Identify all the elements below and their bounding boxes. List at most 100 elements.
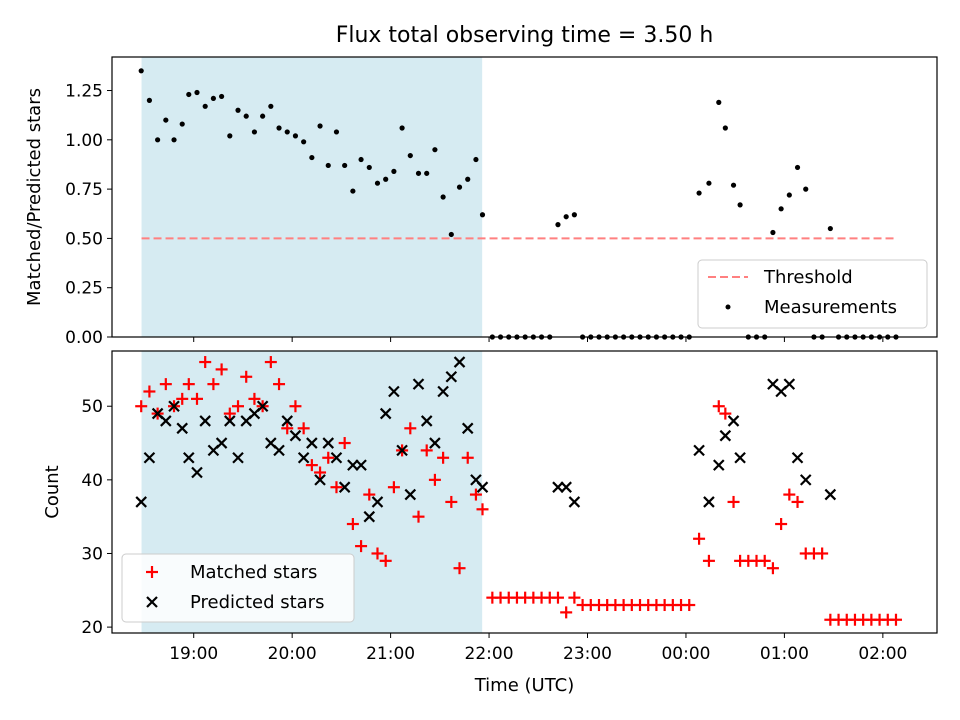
predicted-star-point (429, 437, 441, 449)
matched-star-point (143, 385, 156, 398)
measurement-point (722, 125, 728, 131)
predicted-star-marker-b (215, 437, 228, 449)
measurement-point (186, 91, 192, 98)
measurement-point (432, 147, 438, 153)
y-tick-label: 0.50 (65, 229, 103, 249)
legend-matched-label: Matched stars (190, 562, 317, 583)
measurement-point (778, 206, 784, 212)
predicted-star-point (560, 481, 572, 493)
measurement-point (415, 170, 422, 176)
top-legend: Threshold Measurements (697, 259, 928, 329)
x-tick-label: 02:00 (858, 644, 907, 664)
matched-star-point (363, 488, 376, 501)
matched-stars-points (135, 356, 902, 626)
predicted-star-marker-b (191, 466, 203, 479)
predicted-star-marker-b (445, 370, 458, 383)
matched-star-point (297, 422, 310, 435)
matched-star-point (453, 562, 466, 575)
predicted-star-point (338, 481, 351, 493)
matched-star-point (281, 422, 294, 435)
measurement-point (155, 137, 161, 143)
predicted-star-marker-b (420, 415, 433, 427)
measurement-point (301, 139, 307, 145)
matched-star-point (232, 400, 245, 413)
predicted-star-point (693, 444, 705, 457)
x-tick-label: 00:00 (661, 644, 710, 664)
predicted-star-point (783, 378, 796, 390)
predicted-star-marker-b (183, 451, 195, 464)
y-tick-label: 40 (81, 471, 103, 491)
predicted-star-point (568, 496, 581, 508)
predicted-star-marker-b (791, 451, 804, 464)
measurement-point (260, 113, 266, 119)
measurement-point (448, 231, 454, 238)
predicted-star-point (232, 451, 244, 464)
predicted-star-marker-b (338, 481, 351, 493)
measurement-point (374, 180, 381, 186)
predicted-star-marker-b (568, 496, 581, 508)
predicted-star-marker-b (143, 451, 156, 464)
matched-star-point (775, 518, 788, 531)
measurement-point (219, 93, 225, 100)
predicted-star-marker-b (306, 437, 318, 449)
measurement-point (440, 194, 446, 200)
measurement-point (563, 214, 569, 220)
predicted-star-marker-b (273, 444, 285, 457)
x-axis-label: Time (UTC) (474, 675, 575, 696)
predicted-star-point (412, 378, 425, 390)
predicted-star-point (289, 429, 302, 442)
measurement-point (456, 184, 463, 190)
matched-star-point (248, 392, 261, 405)
predicted-star-point (191, 466, 203, 479)
predicted-star-marker-b (560, 481, 572, 493)
measurement-point (383, 176, 389, 182)
predicted-star-marker-b (314, 474, 326, 486)
matched-star-point (330, 481, 343, 494)
predicted-star-marker-b (476, 481, 489, 493)
predicted-star-point (734, 451, 746, 464)
matched-star-point (240, 370, 253, 383)
matched-star-point (461, 451, 474, 464)
bottom-legend: Matched stars Predicted stars (121, 553, 355, 623)
measurement-point (210, 95, 217, 102)
measurement-point (251, 129, 258, 135)
predicted-star-point (168, 400, 180, 412)
matched-star-point (758, 554, 771, 567)
predicted-star-marker-b (799, 474, 812, 486)
predicted-star-marker-b (379, 407, 392, 420)
predicted-star-marker-b (396, 444, 408, 457)
matched-star-point (437, 451, 450, 464)
matched-star-point (420, 444, 433, 457)
measurement-point (342, 162, 348, 169)
measurement-point (350, 188, 356, 194)
matched-star-point (207, 378, 220, 391)
predicted-star-marker-b (461, 422, 474, 435)
measurement-point (706, 180, 712, 186)
x-tick-label: 19:00 (169, 644, 218, 664)
predicted-star-point (791, 451, 804, 464)
matched-star-point (176, 392, 189, 405)
predicted-star-point (183, 451, 195, 464)
measurement-point (696, 190, 702, 196)
matched-star-point (355, 540, 368, 553)
predicted-star-point (404, 488, 417, 501)
predicted-star-point (330, 451, 343, 464)
predicted-star-point (388, 385, 400, 398)
x-tick-label: 23:00 (563, 644, 612, 664)
legend-measurements-swatch (725, 304, 731, 310)
matched-star-point (783, 488, 796, 501)
predicted-star-point (445, 370, 458, 383)
y-tick-label: 20 (81, 618, 103, 638)
predicted-star-point (461, 422, 474, 435)
measurement-point (325, 162, 331, 169)
measurement-point (358, 156, 364, 163)
predicted-star-marker-b (453, 356, 466, 368)
measurement-point (571, 212, 577, 218)
y-tick-label: 0.25 (65, 279, 103, 299)
predicted-star-marker-b (281, 415, 294, 427)
predicted-star-marker-b (388, 385, 400, 398)
predicted-star-marker-b (224, 415, 236, 427)
matched-star-point (322, 451, 335, 464)
measurement-point (407, 152, 413, 159)
